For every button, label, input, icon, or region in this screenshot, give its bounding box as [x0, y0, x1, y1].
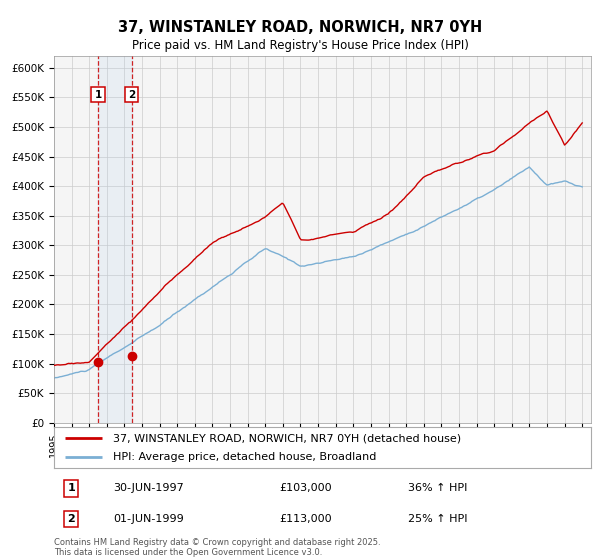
Text: 1: 1: [67, 483, 75, 493]
Text: 01-JUN-1999: 01-JUN-1999: [113, 514, 184, 524]
Bar: [98, 56, 132, 423]
Text: £103,000: £103,000: [280, 483, 332, 493]
Text: 36% ↑ HPI: 36% ↑ HPI: [409, 483, 468, 493]
Text: HPI: Average price, detached house, Broadland: HPI: Average price, detached house, Broa…: [113, 452, 376, 461]
Text: £113,000: £113,000: [280, 514, 332, 524]
Text: 25% ↑ HPI: 25% ↑ HPI: [409, 514, 468, 524]
Text: 37, WINSTANLEY ROAD, NORWICH, NR7 0YH (detached house): 37, WINSTANLEY ROAD, NORWICH, NR7 0YH (d…: [113, 433, 461, 443]
Text: 2: 2: [128, 90, 136, 100]
Text: 2: 2: [67, 514, 75, 524]
Text: 37, WINSTANLEY ROAD, NORWICH, NR7 0YH: 37, WINSTANLEY ROAD, NORWICH, NR7 0YH: [118, 20, 482, 35]
Text: Price paid vs. HM Land Registry's House Price Index (HPI): Price paid vs. HM Land Registry's House …: [131, 39, 469, 52]
Text: 1: 1: [94, 90, 101, 100]
Text: Contains HM Land Registry data © Crown copyright and database right 2025.
This d: Contains HM Land Registry data © Crown c…: [54, 538, 380, 557]
Text: 30-JUN-1997: 30-JUN-1997: [113, 483, 184, 493]
